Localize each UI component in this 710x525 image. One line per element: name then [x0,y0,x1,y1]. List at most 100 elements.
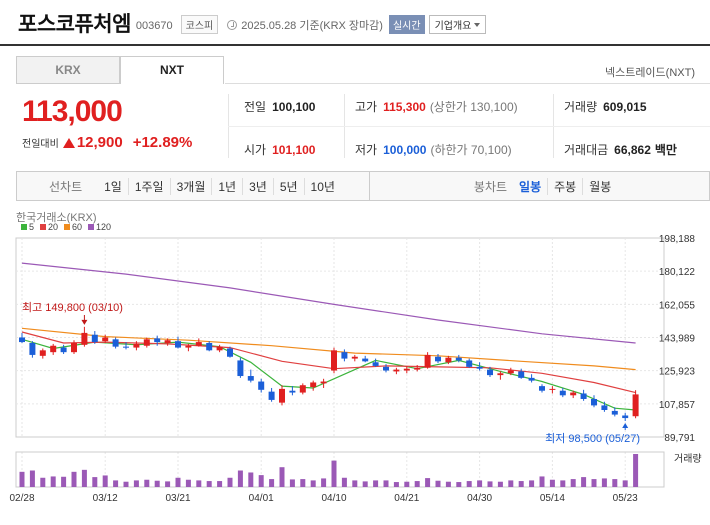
stat-label: 거래량 [564,100,598,114]
volume-bar [560,480,566,487]
monthly-candle-button[interactable]: 월봉 [582,177,617,195]
volume-bar [175,477,181,487]
candle-body [455,357,462,361]
candle-body [580,393,587,399]
volume-bar [549,479,555,487]
candle-body [60,347,67,353]
candle-body [466,360,473,367]
candle-body [331,350,337,371]
volume-bar [113,480,119,487]
legend-swatch [88,224,95,230]
period-3m-button[interactable]: 3개월 [169,177,212,195]
candle-body [185,345,192,348]
volume-bar [581,477,587,487]
volume-bar [487,481,493,487]
volume-bar [61,476,67,487]
stat-amount: 거래대금 66,862 백만 [564,141,677,158]
candle-body [81,332,88,345]
line-chart-label[interactable]: 선차트 [49,179,83,194]
legend-ma120: 120 [88,222,111,232]
candle-body [403,368,410,371]
stat-value: 100,100 [272,100,316,114]
candle-body [39,350,46,356]
volume-bar [196,480,202,487]
candle-body [372,362,379,366]
candle-body [175,341,181,348]
candle-body [476,366,483,369]
period-3y-button[interactable]: 3년 [242,177,273,195]
daily-candle-button[interactable]: 일봉 [519,179,542,194]
x-tick-label: 03/12 [93,493,118,504]
volume-bar [133,480,139,487]
candle-body [71,342,77,353]
volume-bar [29,470,35,487]
candle-body [310,382,317,388]
period-1y-button[interactable]: 1년 [211,177,242,195]
candle-body [497,373,504,376]
tab-nxt[interactable]: NXT [120,56,224,84]
candle-body [445,357,452,363]
legend-swatch [64,224,71,230]
period-1w-button[interactable]: 1주일 [127,177,170,195]
candle-body [622,415,629,419]
candle-body [227,348,233,357]
candle-body [383,366,389,371]
ma-line-ma60 [21,327,636,371]
current-price: 113,000 [22,95,123,128]
candle-body [591,398,597,406]
weekly-candle-button[interactable]: 주봉 [547,177,582,195]
volume-bar [456,482,462,487]
x-tick-label: 02/28 [9,493,34,504]
volume-bar [331,460,337,487]
volume-bar [40,477,46,487]
volume-bar [248,472,254,487]
volume-bar [383,480,389,487]
volume-bar [622,480,628,487]
y-tick-label: 162,055 [659,300,696,311]
period-5y-button[interactable]: 5년 [272,177,304,195]
candle-body [216,346,223,351]
volume-bar [19,471,25,487]
legend-ma20: 20 [40,222,58,232]
x-tick-label: 05/23 [613,493,638,504]
stat-value: 100,000 [383,143,427,157]
x-tick-label: 03/21 [165,493,190,504]
tab-krx[interactable]: KRX [16,56,120,84]
volume-bar [321,478,327,487]
candle-body [143,339,150,346]
candle-body [507,370,514,374]
stat-value: 66,862 [614,143,651,157]
volume-bar [373,480,379,487]
candle-body [237,360,244,377]
period-1d-button[interactable]: 1일 [104,179,122,194]
change-label: 전일대비 [22,139,59,150]
stat-label: 거래대금 [564,143,609,157]
candle-body [341,352,348,359]
company-overview-dropdown[interactable]: 기업개요 [428,15,487,34]
stat-value: 101,100 [272,143,316,157]
volume-bar [393,482,399,487]
y-tick-label: 180,122 [659,267,696,278]
candle-body [164,340,171,343]
volume-bar [425,478,431,487]
volume-bar [477,480,483,487]
up-arrow-icon [62,137,75,148]
volume-bar [269,479,275,487]
x-tick-label: 04/30 [467,493,492,504]
volume-bar [206,481,212,487]
stat-label: 저가 [355,143,378,157]
volume-bar [102,475,108,487]
volume-bar [50,476,56,487]
volume-bar [633,454,639,487]
candle-body [29,342,36,355]
candle-body [362,358,369,362]
legend-ma60: 60 [64,222,82,232]
candle-body [393,369,400,372]
ma-line-ma5 [21,338,636,411]
candle-chart-label[interactable]: 봉차트 [473,179,508,194]
stats-row-divider [228,126,710,127]
volume-bar [154,480,160,487]
realtime-button[interactable]: 실시간 [388,15,425,34]
period-10y-button[interactable]: 10년 [303,177,341,195]
